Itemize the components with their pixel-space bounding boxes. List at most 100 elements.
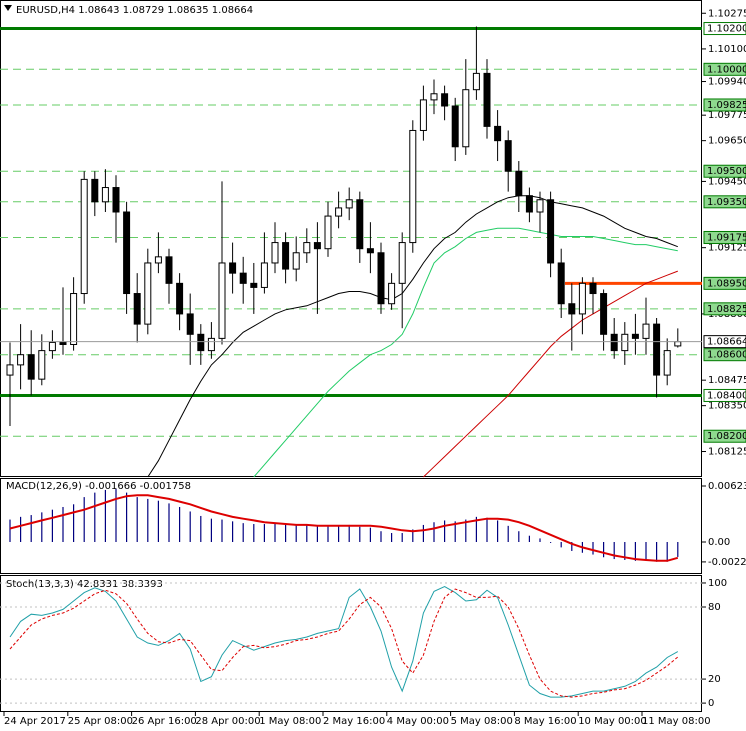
stoch-panel [0, 575, 702, 712]
candle-body [409, 129, 417, 244]
candle-body [451, 105, 459, 148]
x-tick-label: 4 May 00:00 [387, 716, 449, 727]
candle-body [207, 337, 215, 352]
candle-body [653, 323, 661, 376]
candle-body [494, 125, 502, 142]
candle-body [441, 93, 449, 107]
macd-panel [0, 478, 702, 574]
level-label: 1.10000 [707, 64, 746, 75]
y-tick-label: -0.002218 [708, 557, 746, 568]
candle-body [70, 293, 78, 345]
candle-body [557, 262, 565, 305]
macd-title: MACD(12,26,9) -0.001666 -0.001758 [6, 481, 191, 492]
x-tick-label: 2 May 16:00 [323, 716, 385, 727]
level-label-box [703, 22, 746, 36]
candle-body [133, 293, 141, 325]
level-label-box [703, 276, 746, 290]
y-tick-label: 0.00 [708, 537, 730, 548]
level-label-box [703, 302, 746, 316]
y-tick-label: 1.09940 [708, 77, 746, 88]
y-tick-label: 0.006237 [708, 481, 746, 492]
macd-signal [9, 494, 679, 562]
moving-average [253, 227, 678, 478]
y-tick-label: 1.08350 [708, 401, 746, 412]
current-price-box [703, 335, 746, 349]
level-label: 1.10200 [707, 24, 746, 35]
y-tick-label: 1.08125 [708, 447, 746, 458]
candle-body [345, 199, 353, 209]
candle-body [38, 350, 46, 380]
candle-body [631, 333, 639, 339]
chart-title: EURUSD,H4 1.08643 1.08729 1.08635 1.0866… [16, 5, 253, 16]
stoch-signal [9, 588, 679, 698]
candle-body [642, 323, 650, 339]
candle-body [48, 341, 56, 352]
level-label: 1.08400 [707, 390, 746, 401]
moving-average [423, 270, 678, 478]
candle-body [388, 282, 396, 305]
y-tick-label: 1.09125 [708, 243, 746, 254]
candle-body [536, 199, 544, 213]
candle-body [186, 313, 194, 335]
candle-body [165, 256, 173, 284]
x-tick-label: 26 Apr 16:00 [132, 716, 197, 727]
candle-body [250, 282, 258, 288]
candle-body [419, 99, 427, 131]
y-tick-label: 80 [708, 602, 721, 613]
candle-body [377, 252, 385, 305]
y-tick-label: 100 [708, 578, 727, 589]
level-label: 1.09500 [707, 166, 746, 177]
level-label: 1.09350 [707, 197, 746, 208]
level-label-box [703, 429, 746, 443]
y-tick-label: 0 [708, 698, 714, 709]
candle-body [621, 333, 629, 352]
candle-body [292, 252, 300, 270]
candle-body [154, 256, 162, 264]
candle-body [218, 262, 226, 339]
y-tick-label: 1.10100 [708, 44, 746, 55]
candle-body [80, 178, 88, 295]
y-tick-label: 1.10275 [708, 8, 746, 19]
candle-body [239, 272, 247, 284]
moving-average [147, 195, 678, 478]
candle-body [483, 72, 491, 127]
candle-body [112, 187, 120, 213]
x-tick-label: 24 Apr 2017 [4, 716, 66, 727]
candle-body [547, 199, 555, 264]
candle-body [17, 354, 25, 366]
candle-body [197, 333, 205, 352]
level-label-box [703, 230, 746, 244]
candle-body [589, 282, 597, 295]
candle-body [101, 187, 109, 203]
candle-body [123, 211, 131, 295]
dropdown-icon[interactable] [4, 5, 12, 11]
level-label-box [703, 62, 746, 76]
candle-body [229, 262, 237, 274]
candle-body [674, 341, 682, 347]
candle-body [366, 248, 374, 254]
candle-body [504, 140, 512, 172]
y-tick-label: 1.09775 [708, 110, 746, 121]
x-tick-label: 11 May 08:00 [642, 716, 711, 727]
level-label-box [703, 388, 746, 402]
candle-body [6, 364, 14, 376]
candle-body [282, 242, 290, 270]
level-label: 1.08825 [707, 304, 746, 315]
candle-body [515, 170, 523, 197]
candle-body [568, 303, 576, 315]
candle-body [335, 207, 343, 217]
level-label-box [703, 164, 746, 178]
level-label-box [703, 348, 746, 362]
stoch-title: Stoch(13,3,3) 42.8331 38.3393 [6, 579, 163, 590]
candle-body [398, 242, 406, 284]
candle-body [472, 72, 480, 91]
x-tick-label: 5 May 08:00 [451, 716, 513, 727]
level-label: 1.08200 [707, 431, 746, 442]
x-tick-label: 25 Apr 08:00 [68, 716, 133, 727]
main-panel [0, 0, 702, 477]
candle-body [271, 242, 279, 264]
x-tick-label: 28 Apr 00:00 [195, 716, 260, 727]
candle-body [600, 293, 608, 335]
level-label-box [703, 195, 746, 209]
